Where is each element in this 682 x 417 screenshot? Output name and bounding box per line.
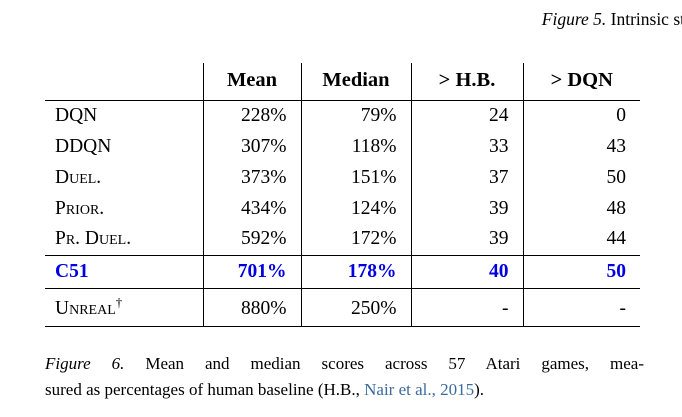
caption-line-2: sured as percentages of human baseline (… [45, 377, 644, 403]
citation-link-nair-2015[interactable]: Nair et al., 2015 [364, 380, 475, 399]
results-table: Mean Median > H.B. > DQN DQN 228% 79% 24… [45, 63, 640, 327]
row-label: DQN [55, 104, 98, 126]
cell-median: 250% [300, 292, 411, 327]
cell-gt-hb: 37 [410, 162, 523, 193]
row-label: Duel. [55, 166, 102, 188]
row-label: Prior. [55, 197, 105, 219]
col-header-gt-dqn: > DQN [522, 63, 640, 101]
caption-text-2: sured as percentages of human baseline (… [45, 380, 365, 399]
cell-gt-hb: 24 [410, 100, 523, 131]
cell-median: 118% [300, 131, 411, 162]
row-label: C51 [45, 254, 203, 289]
figure5-label: Figure 5. [541, 9, 607, 29]
cell-gt-dqn: 50 [522, 254, 640, 289]
row-label: DDQN [55, 135, 112, 157]
table-row-ddqn: DDQN 307% 118% 33 43 [45, 131, 640, 162]
cell-gt-hb: 39 [410, 193, 523, 224]
table-row-duel: Duel. 373% 151% 37 50 [45, 162, 640, 193]
cell-gt-dqn: 43 [522, 131, 640, 162]
corner-cell [45, 63, 203, 101]
cell-gt-hb: 40 [410, 254, 523, 289]
cell-median: 172% [300, 224, 411, 255]
cell-median: 79% [300, 100, 411, 131]
table-row-pr-duel: Pr. Duel. 592% 172% 39 44 [45, 224, 640, 255]
cell-mean: 307% [202, 131, 301, 162]
cell-gt-dqn: 50 [522, 162, 640, 193]
table-row-c51-highlighted: C51 701% 178% 40 50 [45, 254, 640, 289]
cell-mean: 701% [202, 254, 301, 289]
table-row-prior: Prior. 434% 124% 39 48 [45, 193, 640, 224]
cell-gt-hb: 33 [410, 131, 523, 162]
col-header-median: Median [300, 63, 411, 101]
cell-mean: 228% [202, 100, 301, 131]
row-label: Unreal† [45, 292, 203, 327]
dagger-footnote-mark: † [115, 294, 123, 310]
col-header-mean: Mean [202, 63, 301, 101]
table-row-dqn: DQN 228% 79% 24 0 [45, 100, 640, 131]
figure5-text: Intrinsic st [606, 9, 682, 29]
caption-text-1: Mean and median scores across 57 Atari g… [124, 354, 644, 373]
cell-gt-hb: 39 [410, 224, 523, 255]
row-label: Pr. Duel. [55, 228, 132, 250]
cell-gt-dqn: 48 [522, 193, 640, 224]
figure5-caption: Figure 5. Intrinsic st [542, 9, 682, 30]
cell-mean: 434% [202, 193, 301, 224]
caption-line-1: Figure 6. Mean and median scores across … [45, 351, 644, 377]
table-row-unreal: Unreal† 880% 250% - - [45, 292, 640, 327]
double-rule-gap [45, 288, 640, 292]
caption-text-3: ). [474, 380, 485, 399]
cell-median: 178% [300, 254, 411, 289]
cell-median: 124% [300, 193, 411, 224]
col-header-gt-hb: > H.B. [410, 63, 523, 101]
cell-gt-hb: - [410, 292, 523, 327]
cell-gt-dqn: 44 [522, 224, 640, 255]
cell-mean: 592% [202, 224, 301, 255]
figure6-label: Figure 6. [45, 354, 125, 373]
unreal-label: Unreal [55, 297, 116, 319]
cell-gt-dqn: 0 [522, 100, 640, 131]
cell-mean: 373% [202, 162, 301, 193]
table-header-row: Mean Median > H.B. > DQN [45, 63, 640, 101]
cell-gt-dqn: - [522, 292, 640, 327]
cell-median: 151% [300, 162, 411, 193]
figure6-caption: Figure 6. Mean and median scores across … [45, 351, 644, 403]
cell-mean: 880% [202, 292, 301, 327]
